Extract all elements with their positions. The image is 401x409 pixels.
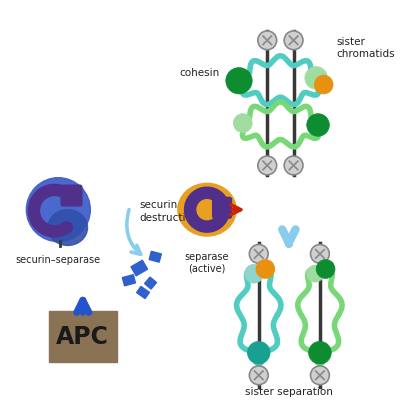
Circle shape <box>225 67 251 94</box>
Polygon shape <box>131 260 147 276</box>
Ellipse shape <box>48 210 87 245</box>
Circle shape <box>314 75 332 94</box>
Circle shape <box>249 245 267 263</box>
Polygon shape <box>144 277 156 289</box>
Circle shape <box>306 265 323 282</box>
Circle shape <box>233 114 251 133</box>
Circle shape <box>249 366 267 385</box>
Circle shape <box>247 342 269 364</box>
FancyBboxPatch shape <box>212 198 231 218</box>
Circle shape <box>315 260 334 279</box>
FancyBboxPatch shape <box>49 311 116 362</box>
Circle shape <box>284 31 302 50</box>
Circle shape <box>244 264 263 283</box>
Circle shape <box>310 366 328 385</box>
Circle shape <box>255 260 274 279</box>
Circle shape <box>284 156 302 175</box>
Text: APC: APC <box>56 325 109 349</box>
Text: securin
destruction: securin destruction <box>139 200 198 222</box>
Circle shape <box>257 156 276 175</box>
Text: cohesin: cohesin <box>178 68 219 78</box>
Ellipse shape <box>26 178 90 242</box>
Circle shape <box>310 245 328 263</box>
FancyArrowPatch shape <box>126 209 140 254</box>
FancyBboxPatch shape <box>61 185 82 206</box>
Polygon shape <box>136 286 149 299</box>
Polygon shape <box>122 275 135 286</box>
Text: sister separation: sister separation <box>244 387 332 397</box>
Circle shape <box>304 67 327 89</box>
Polygon shape <box>149 251 161 262</box>
Text: securin–separase: securin–separase <box>16 255 101 265</box>
Text: separase
(active): separase (active) <box>184 252 229 274</box>
Circle shape <box>308 342 330 364</box>
Ellipse shape <box>177 183 236 236</box>
Circle shape <box>306 114 328 136</box>
Circle shape <box>257 31 276 50</box>
Text: sister
chromatids: sister chromatids <box>336 37 395 59</box>
